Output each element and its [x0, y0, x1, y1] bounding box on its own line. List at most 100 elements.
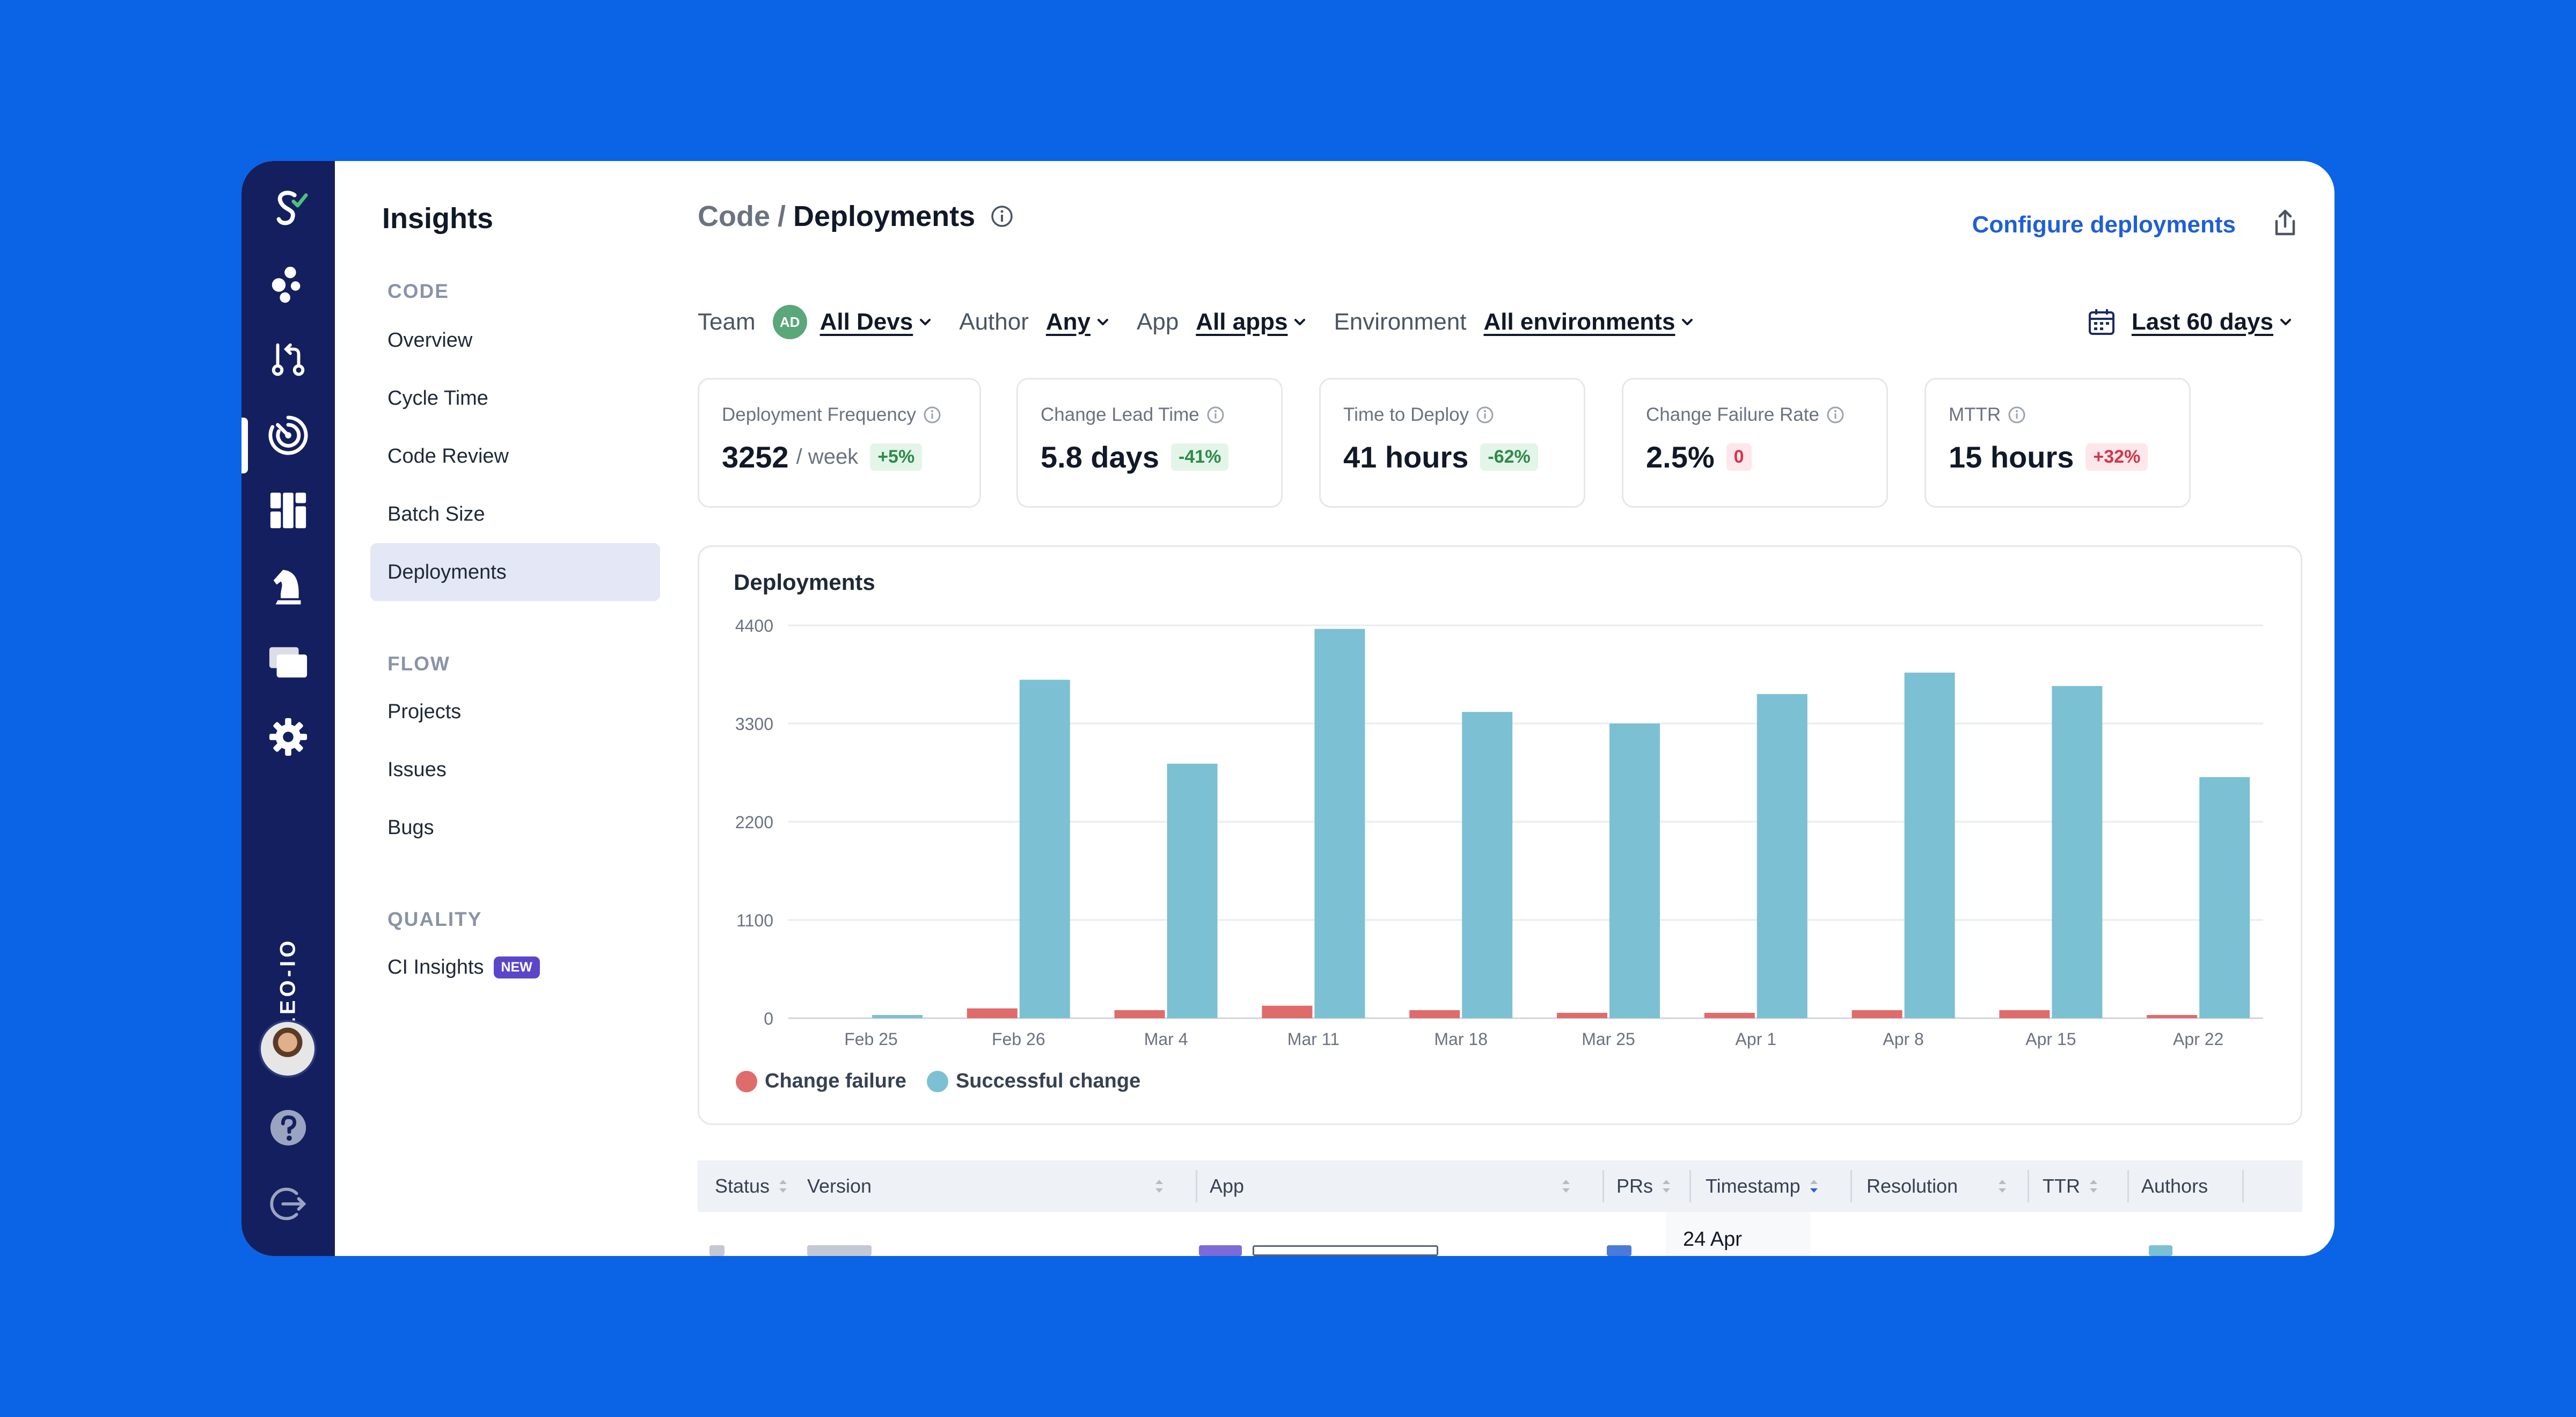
info-icon[interactable]	[923, 405, 942, 425]
bar-change-failure[interactable]	[1262, 1005, 1313, 1018]
new-badge: NEW	[493, 956, 540, 978]
calendar-icon	[2088, 309, 2114, 335]
column-label: TTR	[2043, 1175, 2080, 1197]
bar-successful-change[interactable]	[1904, 673, 1955, 1018]
info-icon[interactable]	[990, 204, 1014, 228]
nav-item-issues[interactable]: Issues	[387, 758, 447, 781]
chevron-down-icon[interactable]	[917, 314, 933, 330]
bar-successful-change[interactable]	[2199, 777, 2250, 1018]
environment-filter[interactable]: All environments	[1483, 309, 1675, 335]
kpi-card-time-to-deploy[interactable]: Time to Deploy 41 hours -62%	[1319, 378, 1585, 508]
bar-change-failure[interactable]	[2147, 1015, 2198, 1018]
cards-icon[interactable]	[264, 638, 312, 686]
settings-icon[interactable]	[264, 713, 312, 761]
pull-request-icon[interactable]	[264, 335, 312, 384]
bar-successful-change[interactable]	[872, 1015, 923, 1018]
chess-knight-icon[interactable]	[264, 563, 312, 611]
kpi-value: 5.8 days	[1041, 440, 1160, 474]
sort-icon[interactable]	[777, 1177, 789, 1195]
legend-item-change-failure[interactable]: Change failure	[736, 1070, 906, 1093]
column-header-timestamp[interactable]: Timestamp	[1706, 1160, 1820, 1212]
column-header-ttr[interactable]: TTR	[2043, 1160, 2099, 1212]
chevron-down-icon[interactable]	[1679, 314, 1695, 330]
bar-successful-change[interactable]	[1019, 680, 1070, 1018]
bar-successful-change[interactable]	[1167, 763, 1218, 1018]
bar-successful-change[interactable]	[1462, 712, 1513, 1018]
legend-label: Successful change	[955, 1070, 1141, 1092]
insights-icon[interactable]	[264, 411, 312, 459]
sort-icon[interactable]	[1153, 1177, 1165, 1195]
share-icon[interactable]	[2269, 207, 2301, 239]
logo-icon[interactable]	[264, 184, 312, 232]
column-header-resolution[interactable]: Resolution	[1867, 1160, 1958, 1212]
bar-change-failure[interactable]	[1999, 1010, 2050, 1018]
configure-deployments-link[interactable]: Configure deployments	[1972, 211, 2236, 238]
nav-item-overview[interactable]: Overview	[387, 328, 473, 352]
sort-icon[interactable]	[1660, 1177, 1672, 1195]
chevron-down-icon[interactable]	[1292, 314, 1308, 330]
table-cell-version[interactable]	[807, 1245, 872, 1256]
kpi-card-deployment-frequency[interactable]: Deployment Frequency 3252 / week +5%	[698, 378, 981, 508]
team-filter[interactable]: All Devs	[819, 309, 913, 335]
kpi-change-badge: 0	[1726, 443, 1752, 471]
kpi-change-badge: +5%	[870, 443, 923, 471]
info-icon[interactable]	[1206, 405, 1225, 425]
info-icon[interactable]	[2007, 405, 2026, 425]
bar-change-failure[interactable]	[1409, 1010, 1460, 1018]
nav-item-bugs[interactable]: Bugs	[387, 816, 434, 839]
nav-item-batch-size[interactable]: Batch Size	[387, 502, 485, 525]
sort-desc-icon[interactable]	[1808, 1177, 1820, 1195]
bar-change-failure[interactable]	[967, 1008, 1018, 1018]
bar-change-failure[interactable]	[1851, 1010, 1902, 1018]
info-icon[interactable]	[1475, 405, 1495, 425]
column-header-prs[interactable]: PRs	[1616, 1160, 1672, 1212]
column-divider	[2028, 1170, 2029, 1202]
kpi-label: Change Failure Rate	[1646, 404, 1819, 425]
date-range-picker[interactable]: Last 60 days	[2087, 301, 2294, 344]
bar-change-failure[interactable]	[1114, 1010, 1165, 1018]
bar-successful-change[interactable]	[1757, 694, 1807, 1018]
author-filter[interactable]: Any	[1045, 309, 1091, 335]
nav-item-code-review[interactable]: Code Review	[387, 444, 509, 468]
app-window: PLEO-IO Insights CODE Overview Cycle Tim…	[241, 161, 2334, 1256]
status-icon	[709, 1245, 724, 1256]
sort-icon[interactable]	[1560, 1177, 1572, 1195]
chevron-down-icon[interactable]	[1095, 314, 1111, 330]
nav-item-ci-insights[interactable]: CI Insights NEW	[370, 938, 660, 996]
kpi-change-badge: -62%	[1480, 443, 1538, 471]
icon-rail: PLEO-IO	[241, 161, 335, 1256]
column-header-app[interactable]: App	[1210, 1160, 1244, 1212]
nav-item-cycle-time[interactable]: Cycle Time	[387, 386, 488, 410]
column-header-status[interactable]: Status	[715, 1160, 789, 1212]
column-header-authors[interactable]: Authors	[2141, 1160, 2208, 1212]
bar-successful-change[interactable]	[1314, 629, 1365, 1018]
nav-item-deployments[interactable]: Deployments	[370, 543, 660, 601]
app-filter[interactable]: All apps	[1196, 309, 1288, 335]
bar-change-failure[interactable]	[1557, 1013, 1607, 1018]
bar-change-failure[interactable]	[1704, 1013, 1755, 1018]
user-avatar[interactable]	[259, 1020, 317, 1078]
y-tick-label: 3300	[735, 714, 773, 734]
info-icon[interactable]	[1826, 405, 1845, 425]
bar-successful-change[interactable]	[2052, 686, 2103, 1018]
kpi-card-change-failure-rate[interactable]: Change Failure Rate 2.5% 0	[1622, 378, 1888, 508]
sort-icon[interactable]	[2088, 1177, 2099, 1195]
sort-icon[interactable]	[1996, 1177, 2008, 1195]
x-tick-label: Feb 25	[844, 1029, 898, 1049]
kpi-card-change-lead-time[interactable]: Change Lead Time 5.8 days -41%	[1016, 378, 1283, 508]
y-tick-label: 0	[764, 1009, 773, 1028]
logout-icon[interactable]	[264, 1180, 312, 1228]
breadcrumb-parent[interactable]: Code	[698, 200, 770, 232]
kpi-card-mttr[interactable]: MTTR 15 hours +32%	[1924, 378, 2191, 508]
help-icon[interactable]	[264, 1104, 312, 1152]
app-filter-label: App	[1137, 309, 1179, 335]
filter-bar: Team AD All Devs Author Any App All apps…	[698, 301, 1721, 344]
column-header-version[interactable]: Version	[807, 1160, 872, 1212]
dashboard-icon[interactable]	[264, 486, 312, 535]
stats-icon[interactable]	[264, 260, 312, 308]
legend-item-successful-change[interactable]: Successful change	[926, 1070, 1141, 1093]
bar-successful-change[interactable]	[1609, 724, 1660, 1018]
author-avatar[interactable]	[2149, 1245, 2172, 1256]
pr-icon	[1607, 1245, 1631, 1256]
nav-item-projects[interactable]: Projects	[387, 700, 462, 723]
